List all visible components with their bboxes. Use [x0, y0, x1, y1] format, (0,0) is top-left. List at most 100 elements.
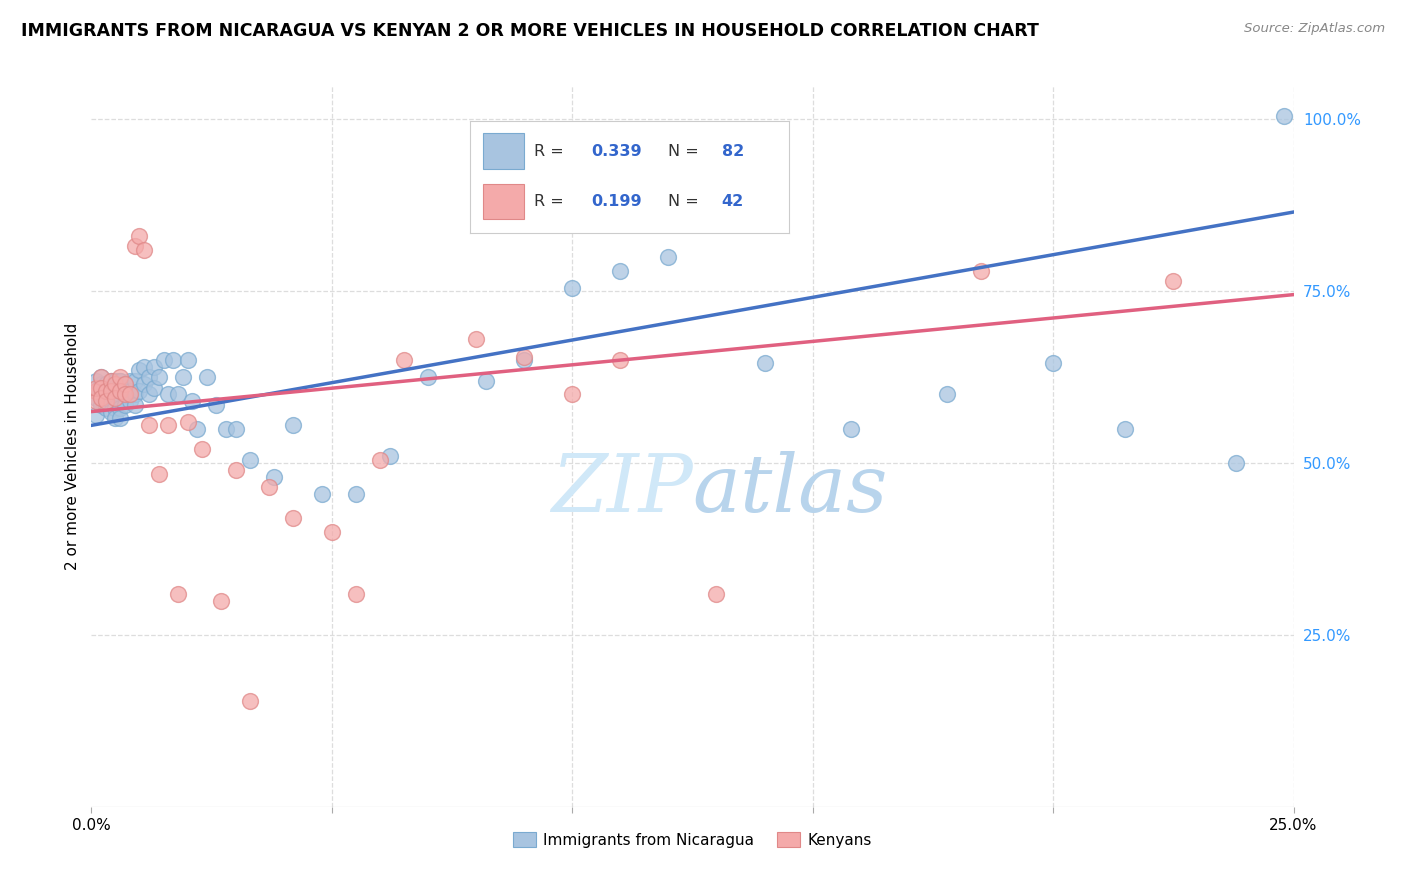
- Point: [839, 422, 862, 436]
- Point: [90, 391, 112, 405]
- Point: [94, 394, 117, 409]
- Point: [104, 377, 127, 392]
- Point: [114, 398, 136, 412]
- Point: [754, 356, 776, 370]
- Point: [114, 387, 136, 401]
- Point: [142, 359, 165, 374]
- Point: [118, 374, 141, 388]
- Point: [225, 463, 247, 477]
- Point: [283, 511, 305, 525]
- Point: [138, 387, 160, 401]
- Legend: Immigrants from Nicaragua, Kenyans: Immigrants from Nicaragua, Kenyans: [506, 826, 879, 854]
- Point: [124, 398, 146, 412]
- Point: [561, 281, 583, 295]
- Point: [205, 398, 228, 412]
- Point: [138, 418, 160, 433]
- Point: [215, 422, 238, 436]
- Point: [100, 374, 122, 388]
- Point: [465, 332, 488, 346]
- Point: [100, 404, 122, 418]
- Point: [167, 387, 190, 401]
- Point: [84, 408, 107, 422]
- Point: [110, 391, 132, 405]
- Point: [94, 387, 117, 401]
- Point: [321, 524, 343, 539]
- Point: [110, 401, 132, 416]
- Point: [416, 370, 439, 384]
- Point: [100, 384, 122, 398]
- Point: [100, 394, 122, 409]
- Point: [561, 387, 583, 401]
- Point: [392, 353, 415, 368]
- Point: [104, 380, 127, 394]
- Point: [84, 374, 107, 388]
- Point: [110, 374, 132, 388]
- Point: [90, 370, 112, 384]
- Point: [118, 387, 141, 401]
- Point: [104, 387, 127, 401]
- Point: [263, 470, 285, 484]
- Point: [148, 370, 170, 384]
- Point: [191, 442, 214, 457]
- Point: [94, 377, 117, 392]
- Point: [110, 370, 132, 384]
- Point: [118, 394, 141, 409]
- Point: [114, 377, 136, 392]
- Point: [157, 387, 180, 401]
- Point: [176, 415, 198, 429]
- Point: [114, 377, 136, 392]
- Point: [90, 377, 112, 392]
- Point: [110, 411, 132, 425]
- Point: [657, 250, 679, 264]
- Point: [1225, 456, 1247, 470]
- Point: [128, 229, 150, 244]
- Point: [239, 693, 262, 707]
- Point: [176, 353, 198, 368]
- Point: [90, 370, 112, 384]
- Text: atlas: atlas: [692, 450, 887, 528]
- Point: [104, 411, 127, 425]
- Point: [134, 359, 156, 374]
- Point: [609, 263, 631, 277]
- Point: [90, 380, 112, 394]
- Point: [94, 394, 117, 409]
- Point: [90, 398, 112, 412]
- Point: [1114, 422, 1136, 436]
- Point: [513, 350, 536, 364]
- Point: [970, 263, 993, 277]
- Point: [84, 384, 107, 398]
- Point: [152, 353, 174, 368]
- Point: [84, 394, 107, 409]
- Point: [134, 243, 156, 257]
- Point: [1042, 356, 1064, 370]
- Point: [344, 487, 367, 501]
- Point: [104, 391, 127, 405]
- Point: [114, 387, 136, 401]
- Point: [124, 387, 146, 401]
- Point: [110, 374, 132, 388]
- Point: [90, 387, 112, 401]
- Point: [474, 374, 496, 388]
- Point: [128, 363, 150, 377]
- Point: [114, 377, 136, 392]
- Point: [142, 380, 165, 394]
- Point: [114, 387, 136, 401]
- Point: [283, 418, 305, 433]
- Point: [167, 587, 190, 601]
- Text: ZIP: ZIP: [551, 450, 692, 528]
- Point: [104, 401, 127, 416]
- Point: [110, 384, 132, 398]
- Point: [100, 384, 122, 398]
- Point: [134, 377, 156, 392]
- Point: [124, 374, 146, 388]
- Point: [239, 452, 262, 467]
- Point: [706, 587, 728, 601]
- Point: [84, 380, 107, 394]
- Point: [100, 374, 122, 388]
- Point: [344, 587, 367, 601]
- Point: [1161, 274, 1184, 288]
- Point: [110, 384, 132, 398]
- Point: [90, 380, 112, 394]
- Point: [124, 239, 146, 253]
- Point: [84, 391, 107, 405]
